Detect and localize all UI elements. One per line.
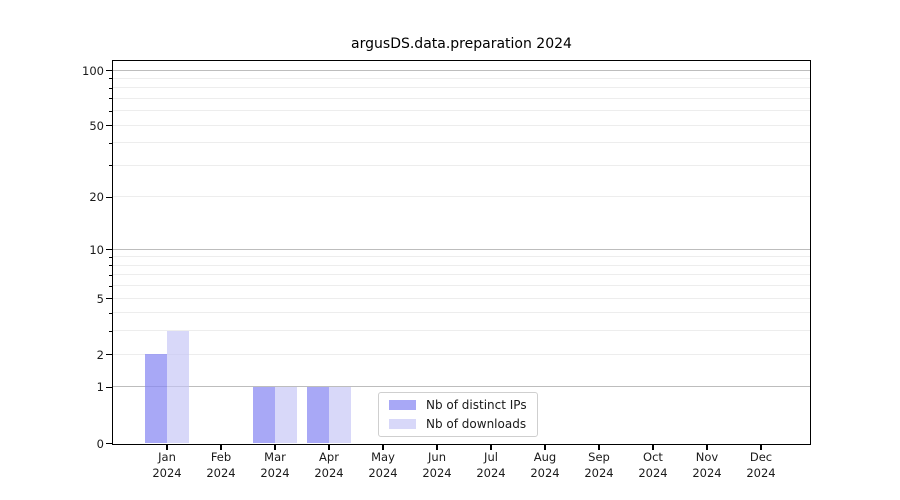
y-axis-minor-tick xyxy=(108,354,112,356)
y-axis-minor-tick xyxy=(108,330,112,332)
gridline-minor xyxy=(113,97,810,99)
legend-label-distinct-ips: Nb of distinct IPs xyxy=(426,398,527,412)
y-tick-label: 5 xyxy=(96,291,104,306)
gridline-major xyxy=(113,386,810,388)
y-axis-minor-tick xyxy=(108,312,112,314)
y-tick-label: 20 xyxy=(89,190,104,205)
gridline-minor xyxy=(113,264,810,266)
y-axis-minor-tick xyxy=(108,142,112,144)
y-axis-tick xyxy=(106,442,112,445)
x-axis-tick xyxy=(598,445,600,450)
gridline-minor xyxy=(113,297,810,299)
x-axis-tick xyxy=(490,445,492,450)
plot-area xyxy=(112,60,811,445)
gridline-minor xyxy=(113,196,810,198)
y-tick-label: 50 xyxy=(89,118,104,133)
x-tick-label: Jan 2024 xyxy=(152,450,182,480)
x-axis-tick xyxy=(436,445,438,450)
gridline-minor xyxy=(113,285,810,287)
bar-downloads xyxy=(328,386,351,443)
y-axis-minor-tick xyxy=(108,274,112,276)
x-axis-tick xyxy=(328,445,330,450)
bar-downloads xyxy=(274,386,297,443)
x-tick-label: Jul 2024 xyxy=(476,450,506,480)
gridline-major xyxy=(113,248,810,250)
gridline-minor xyxy=(113,87,810,89)
y-axis-minor-tick xyxy=(108,256,112,258)
bar-distinct-ips xyxy=(306,386,329,443)
gridline-minor xyxy=(113,110,810,112)
legend-item-distinct-ips: Nb of distinct IPs xyxy=(389,397,527,413)
x-tick-label: Mar 2024 xyxy=(260,450,290,480)
y-axis-minor-tick xyxy=(108,125,112,127)
x-axis-tick xyxy=(652,445,654,450)
y-axis-tick xyxy=(106,69,112,72)
x-axis-tick xyxy=(544,445,546,450)
legend-swatch-downloads-icon xyxy=(389,419,416,429)
gridline-major xyxy=(113,69,810,71)
y-axis-tick xyxy=(106,386,112,389)
legend: Nb of distinct IPs Nb of downloads xyxy=(378,392,538,437)
y-tick-label: 1 xyxy=(96,380,104,395)
legend-swatch-distinct-ips-icon xyxy=(389,400,416,410)
x-tick-label: May 2024 xyxy=(368,450,398,480)
gridline-minor xyxy=(113,124,810,126)
x-tick-label: Nov 2024 xyxy=(692,450,722,480)
y-axis-minor-tick xyxy=(108,285,112,287)
y-axis-tick xyxy=(106,249,112,251)
x-axis-tick xyxy=(274,445,276,450)
gridline-minor xyxy=(113,330,810,332)
x-tick-label: Oct 2024 xyxy=(638,450,668,480)
legend-item-downloads: Nb of downloads xyxy=(389,416,527,432)
x-axis-tick xyxy=(166,445,168,450)
y-axis-minor-tick xyxy=(108,196,112,198)
x-axis-tick xyxy=(220,445,222,450)
y-tick-label: 2 xyxy=(96,347,104,362)
x-tick-label: Dec 2024 xyxy=(746,450,776,480)
x-tick-label: Jun 2024 xyxy=(422,450,452,480)
x-tick-label: Aug 2024 xyxy=(530,450,560,480)
x-axis-tick xyxy=(760,445,762,450)
x-tick-label: Apr 2024 xyxy=(314,450,344,480)
gridline-minor xyxy=(113,256,810,258)
gridline-minor xyxy=(113,353,810,355)
y-axis-minor-tick xyxy=(108,110,112,112)
x-tick-label: Feb 2024 xyxy=(206,450,236,480)
x-axis-tick xyxy=(706,445,708,450)
gridline-minor xyxy=(113,77,810,79)
x-tick-label: Sep 2024 xyxy=(584,450,614,480)
y-tick-label: 100 xyxy=(82,63,104,78)
x-axis-tick xyxy=(382,445,384,450)
y-axis-minor-tick xyxy=(108,265,112,267)
y-axis-minor-tick xyxy=(108,78,112,80)
gridline-minor xyxy=(113,142,810,144)
legend-label-downloads: Nb of downloads xyxy=(426,417,527,431)
y-axis-minor-tick xyxy=(108,298,112,300)
y-tick-label: 10 xyxy=(89,242,104,257)
y-tick-label: 0 xyxy=(96,436,104,451)
bar-downloads xyxy=(166,330,189,443)
bar-distinct-ips xyxy=(144,354,167,443)
bar-distinct-ips xyxy=(252,386,275,443)
gridline-minor xyxy=(113,274,810,276)
y-axis-minor-tick xyxy=(108,165,112,167)
gridline-minor xyxy=(113,312,810,314)
gridline-minor xyxy=(113,164,810,166)
chart-title: argusDS.data.preparation 2024 xyxy=(351,36,572,52)
y-axis-minor-tick xyxy=(108,98,112,100)
y-axis-minor-tick xyxy=(108,87,112,89)
